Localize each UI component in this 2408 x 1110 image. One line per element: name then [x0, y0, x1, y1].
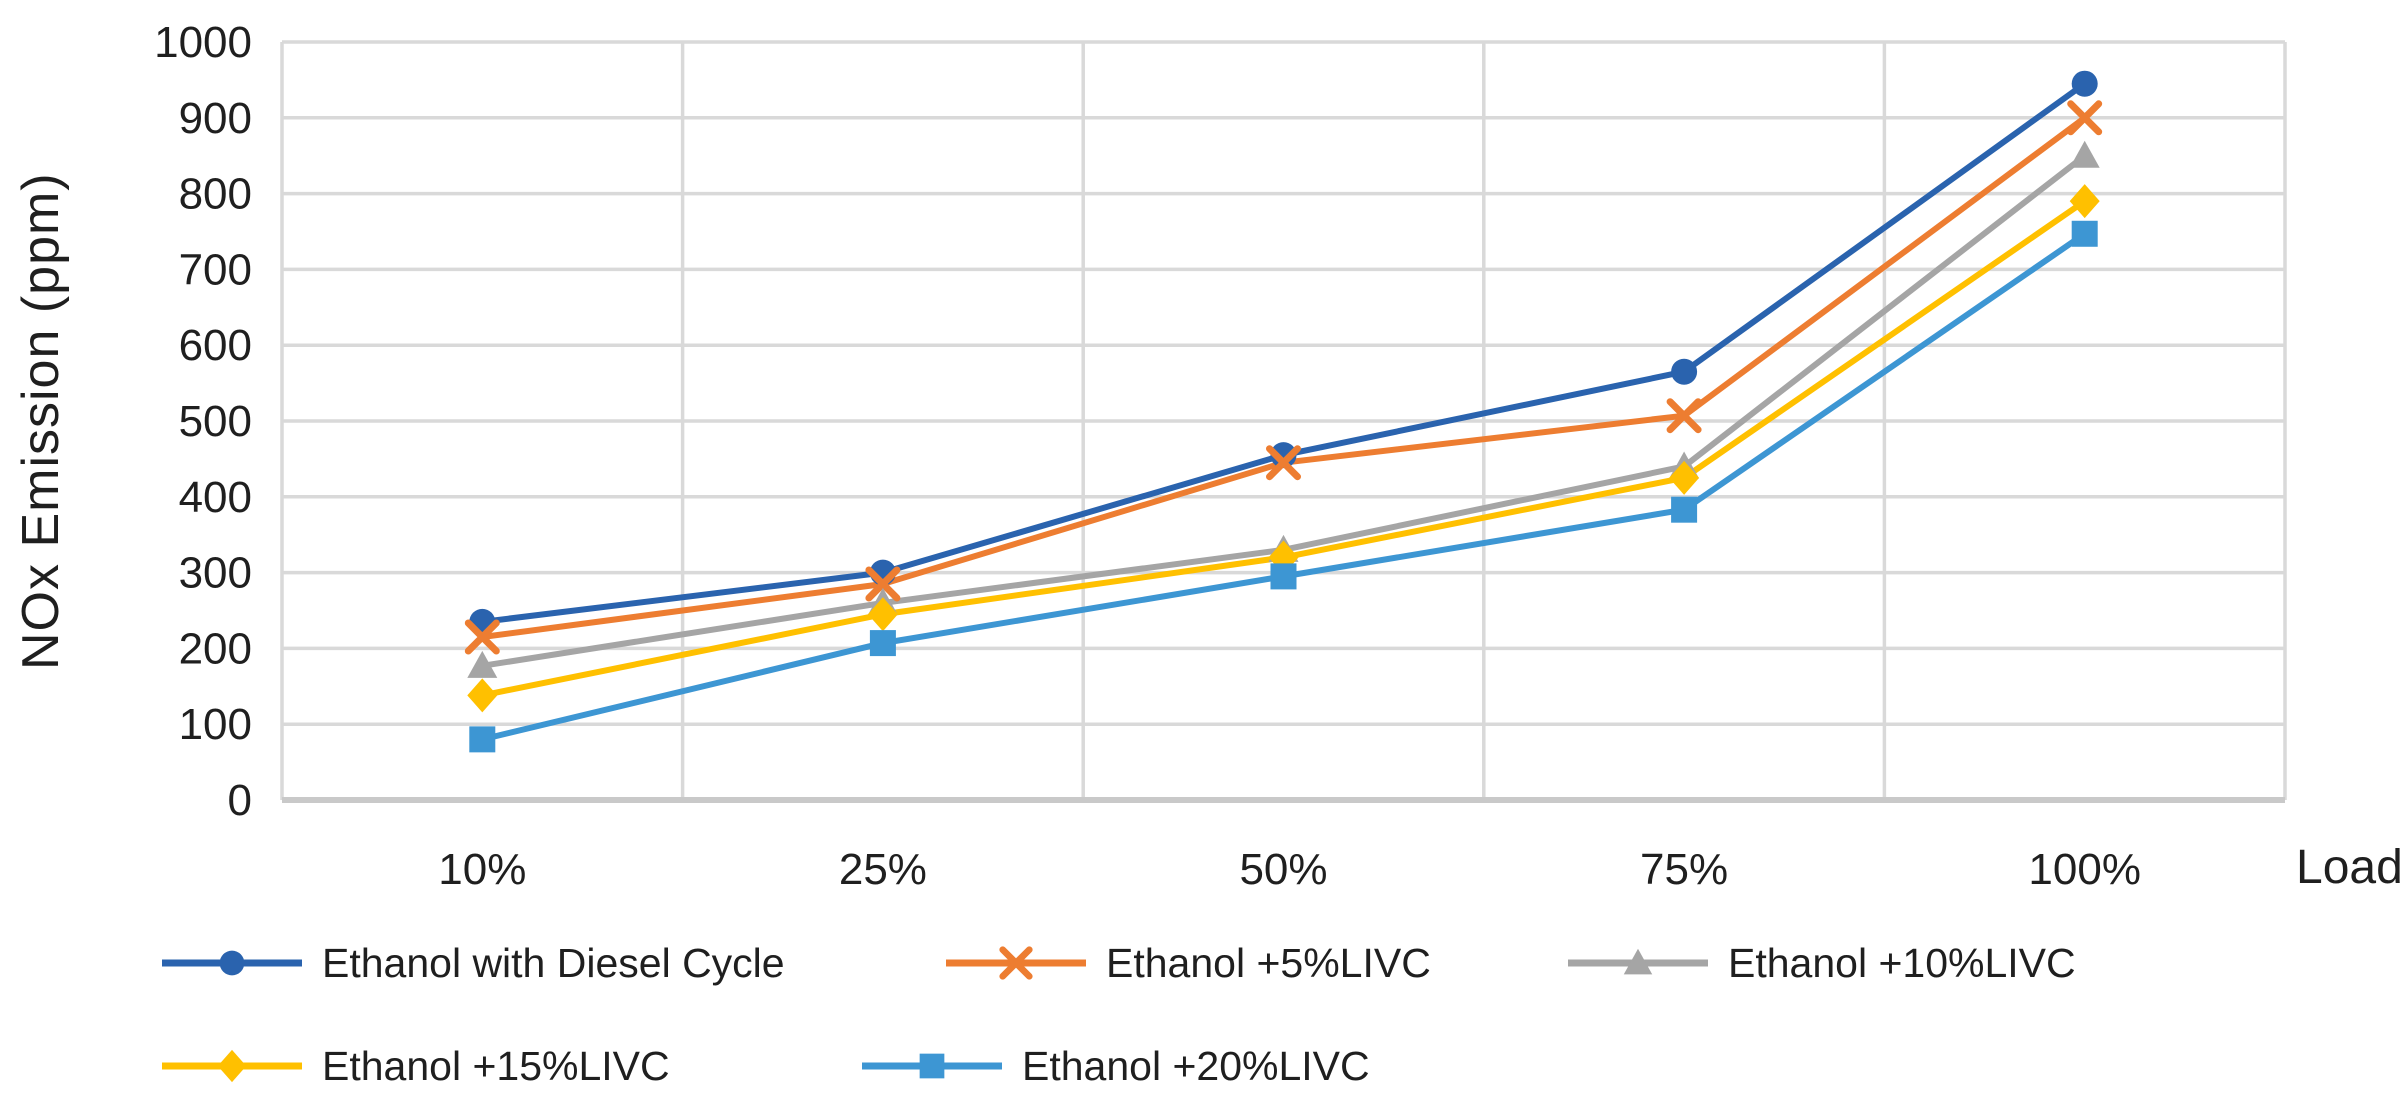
legend-item-ethanol-5-livc: Ethanol +5%LIVC — [944, 932, 1431, 994]
data-point-marker-circle — [2071, 70, 2098, 97]
x-tick-label: 50% — [1239, 845, 1327, 894]
legend-item-ethanol-20-livc: Ethanol +20%LIVC — [860, 1035, 1370, 1097]
legend-label: Ethanol +20%LIVC — [1022, 1042, 1370, 1089]
data-point-marker-diamond — [217, 1049, 247, 1083]
legend-marker-diamond-icon — [162, 1049, 302, 1083]
data-point-marker-diamond — [2069, 184, 2100, 219]
x-tick-label: 75% — [1640, 845, 1728, 894]
y-tick-label: 100 — [179, 700, 252, 749]
y-axis-title: NOx Emission (ppm) — [12, 172, 70, 670]
series-line — [479, 230, 2088, 743]
y-tick-label: 300 — [179, 549, 252, 598]
legend-label: Ethanol +15%LIVC — [322, 1042, 670, 1089]
data-point-marker-square — [2071, 220, 2098, 247]
x-tick-label: 25% — [839, 845, 927, 894]
data-point-marker-square — [469, 726, 496, 753]
y-tick-label: 500 — [179, 397, 252, 446]
y-tick-label: 0 — [228, 776, 252, 825]
x-tick-label: 100% — [2028, 845, 2141, 894]
data-point-marker-x — [464, 619, 500, 655]
legend-item-ethanol-15-livc: Ethanol +15%LIVC — [160, 1035, 670, 1097]
data-point-marker-triangle — [1623, 948, 1653, 975]
data-point-marker-x — [865, 566, 901, 602]
legend-item-ethanol-diesel-cycle: Ethanol with Diesel Cycle — [160, 932, 785, 994]
legend-label: Ethanol +5%LIVC — [1106, 939, 1431, 986]
data-point-marker-square — [1270, 563, 1297, 590]
y-tick-label: 900 — [179, 94, 252, 143]
data-point-marker-diamond — [467, 678, 498, 713]
data-point-marker-triangle — [2069, 140, 2100, 168]
data-point-marker-circle — [1270, 442, 1297, 469]
legend-marker-x-icon — [946, 946, 1086, 980]
y-tick-label: 600 — [179, 321, 252, 370]
data-point-marker-square — [919, 1053, 945, 1079]
x-axis-title: Load — [2296, 841, 2403, 894]
legend-label: Ethanol +10%LIVC — [1728, 939, 2076, 986]
data-point-marker-x — [1666, 398, 1702, 434]
data-point-marker-circle — [219, 950, 245, 976]
y-tick-label: 700 — [179, 245, 252, 294]
data-point-marker-triangle — [467, 650, 498, 678]
data-point-marker-x — [999, 946, 1033, 980]
legend-marker-circle-icon — [162, 950, 302, 976]
legend-label: Ethanol with Diesel Cycle — [322, 939, 785, 986]
y-tick-label: 400 — [179, 473, 252, 522]
y-tick-label: 200 — [179, 624, 252, 673]
data-point-marker-x — [2067, 100, 2103, 136]
data-point-marker-x — [1266, 445, 1301, 481]
data-point-marker-circle — [1671, 358, 1698, 385]
y-tick-label: 800 — [179, 170, 252, 219]
data-point-marker-diamond — [867, 597, 898, 632]
legend-marker-square-icon — [862, 1053, 1002, 1079]
data-point-marker-square — [1671, 496, 1698, 523]
data-point-marker-square — [869, 630, 896, 657]
data-point-marker-diamond — [1669, 460, 1700, 495]
legend-item-ethanol-10-livc: Ethanol +10%LIVC — [1566, 932, 2076, 994]
legend-marker-triangle-icon — [1568, 948, 1708, 975]
x-tick-label: 10% — [438, 845, 526, 894]
y-tick-label: 1000 — [154, 18, 252, 67]
